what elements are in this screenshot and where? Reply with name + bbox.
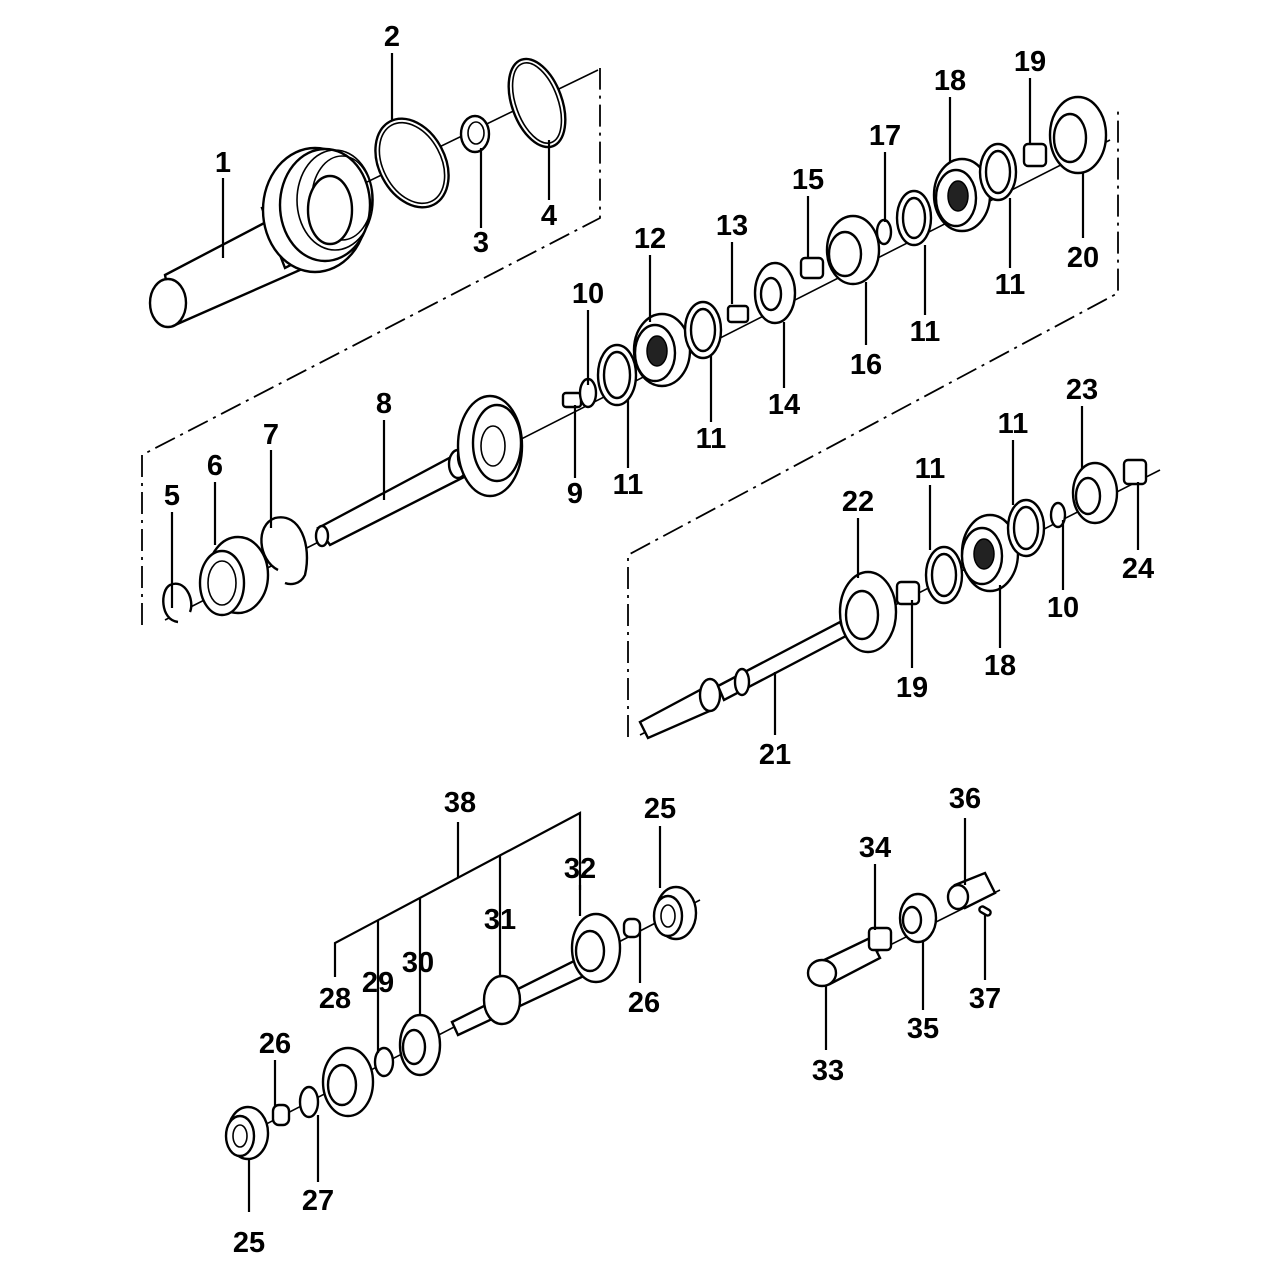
leader-lines: [170, 53, 1140, 1212]
callout-23: 23: [1066, 374, 1098, 406]
callout-27: 27: [302, 1185, 334, 1217]
reverse-shaft-part: [450, 956, 588, 1037]
bearing-part: [652, 885, 698, 941]
callout-31: 31: [484, 904, 516, 936]
callout-12: 12: [634, 223, 666, 255]
needle-bearing-part: [895, 580, 921, 606]
group-boundaries: [141, 68, 1119, 737]
callout-37: 37: [969, 983, 1001, 1015]
spacer-part: [271, 1103, 291, 1127]
countershaft-group: [638, 458, 1161, 740]
circlip-part: [298, 1085, 320, 1119]
needle-bearing-part: [867, 926, 893, 952]
callout-25: 25: [233, 1227, 265, 1259]
needle-bearing-part: [1122, 458, 1148, 486]
callout-9: 9: [567, 478, 583, 510]
callout-19: 19: [1014, 46, 1046, 78]
callout-11: 11: [998, 408, 1029, 440]
idler-group: [806, 871, 1001, 988]
callout-16: 16: [850, 349, 882, 381]
callout-34: 34: [859, 832, 891, 864]
circlip-part: [373, 1046, 395, 1078]
callout-33: 33: [812, 1055, 844, 1087]
main-shaft-part: [314, 394, 524, 548]
callout-30: 30: [402, 947, 434, 979]
bearing-part: [960, 513, 1020, 593]
callout-21: 21: [759, 739, 791, 771]
bearing-part: [632, 312, 692, 388]
pin-part: [978, 905, 992, 917]
callout-18: 18: [934, 65, 966, 97]
callout-35: 35: [907, 1013, 939, 1045]
ring-part: [507, 57, 567, 149]
callout-28: 28: [319, 983, 351, 1015]
bearing-part: [224, 1105, 270, 1161]
callout-18: 18: [984, 650, 1016, 682]
callout-11: 11: [910, 316, 941, 348]
callout-22: 22: [842, 486, 874, 518]
callout-19: 19: [896, 672, 928, 704]
callout-3: 3: [473, 227, 489, 259]
callout-7: 7: [263, 419, 279, 451]
countershaft-part: [638, 620, 848, 740]
housing-part: [946, 871, 997, 911]
callout-26: 26: [259, 1028, 291, 1060]
callout-11: 11: [995, 269, 1026, 301]
bearing-part: [198, 535, 270, 617]
callout-15: 15: [792, 164, 824, 196]
callout-11: 11: [696, 423, 727, 455]
spacer-part: [622, 917, 642, 939]
callout-4: 4: [541, 200, 557, 232]
callout-24: 24: [1122, 553, 1154, 585]
reverse-cluster-group: [224, 811, 701, 1161]
circlip-part: [162, 582, 193, 624]
callout-13: 13: [716, 210, 748, 242]
callout-5: 5: [164, 480, 180, 512]
callout-6: 6: [207, 450, 223, 482]
needle-bearing-part: [799, 256, 825, 280]
o-ring-part: [374, 117, 450, 209]
idler-shaft-part: [806, 936, 882, 988]
callout-8: 8: [376, 388, 392, 420]
callout-20: 20: [1067, 242, 1099, 274]
callout-14: 14: [768, 389, 800, 421]
needle-bearing-part: [561, 391, 583, 409]
needle-bearing-part: [726, 304, 750, 324]
callout-36: 36: [949, 783, 981, 815]
callout-25: 25: [644, 793, 676, 825]
circlip-part: [875, 218, 893, 246]
needle-bearing-part: [1022, 142, 1048, 168]
main-shaft-group: [162, 95, 1111, 624]
callout-11: 11: [613, 469, 644, 501]
callout-29: 29: [362, 967, 394, 999]
input-shaft-group: [148, 57, 599, 329]
callout-32: 32: [564, 853, 596, 885]
circlip-part: [1049, 501, 1067, 529]
callout-10: 10: [1047, 592, 1079, 624]
callout-38: 38: [444, 787, 476, 819]
input-shaft-part: [148, 146, 374, 329]
callout-labels: 1 2 3 4 5 6 7 8 9 10 10 11 11 11 11 11 1…: [164, 21, 1154, 1259]
callout-26: 26: [628, 987, 660, 1019]
callout-1: 1: [215, 147, 231, 179]
callout-11: 11: [915, 453, 946, 485]
callout-2: 2: [384, 21, 400, 53]
callout-10: 10: [572, 278, 604, 310]
snap-ring-part: [260, 516, 309, 586]
callout-17: 17: [869, 120, 901, 152]
